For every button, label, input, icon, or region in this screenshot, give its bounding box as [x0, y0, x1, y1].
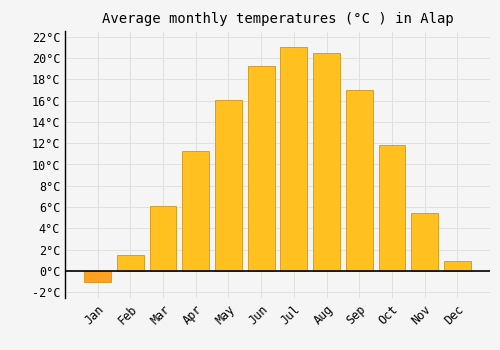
Bar	[182, 150, 209, 271]
Bar	[215, 100, 242, 271]
Bar	[411, 214, 438, 271]
Bar	[248, 65, 274, 271]
Bar	[378, 145, 406, 271]
Bar	[444, 261, 470, 271]
Bar	[150, 206, 176, 271]
Bar	[313, 53, 340, 271]
Bar	[280, 48, 307, 271]
Bar	[346, 90, 372, 271]
Bar	[117, 255, 144, 271]
Title: Average monthly temperatures (°C ) in Alap: Average monthly temperatures (°C ) in Al…	[102, 12, 454, 26]
Bar	[84, 271, 111, 281]
